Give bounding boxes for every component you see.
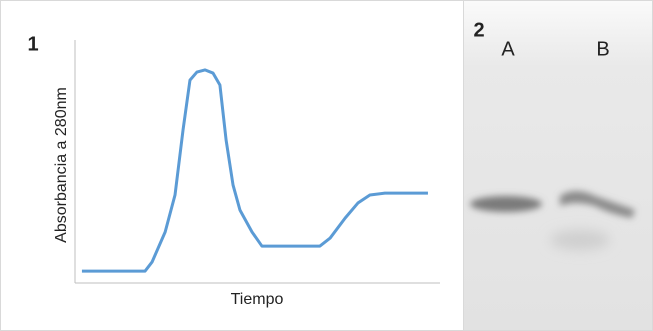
lane-label: A xyxy=(501,38,515,60)
gel-band xyxy=(470,196,542,212)
x-axis-label: Tiempo xyxy=(231,291,284,308)
panel-label: 2 xyxy=(473,19,484,41)
y-axis-label: Absorbancia a 280nm xyxy=(53,87,70,243)
gel-image xyxy=(464,1,652,330)
gel-background xyxy=(464,1,652,330)
gel-smear xyxy=(550,230,610,250)
panel-label: 1 xyxy=(27,33,38,55)
figure: 1 Absorbancia a 280nm Tiempo 2 A B xyxy=(0,0,653,331)
lane-label: B xyxy=(596,38,609,60)
